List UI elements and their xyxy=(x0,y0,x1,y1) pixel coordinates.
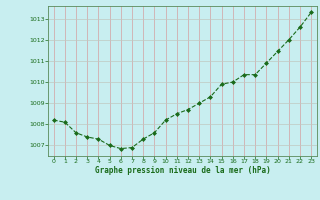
X-axis label: Graphe pression niveau de la mer (hPa): Graphe pression niveau de la mer (hPa) xyxy=(94,166,270,175)
